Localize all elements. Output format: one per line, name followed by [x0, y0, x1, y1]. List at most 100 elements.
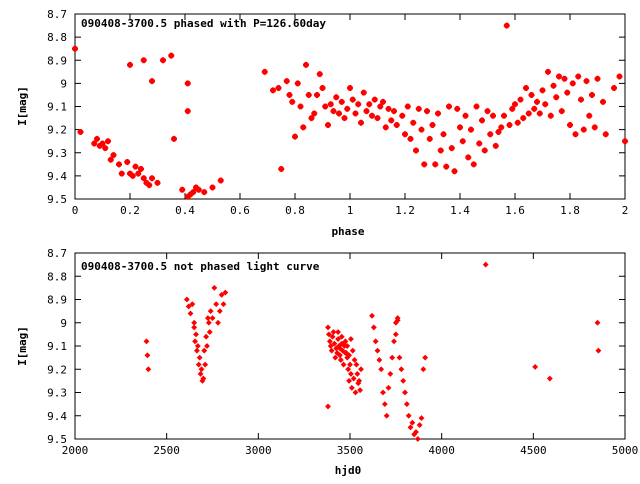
phased-data-point [382, 124, 389, 131]
phased-data-point [481, 147, 488, 154]
phased-x-tick-label: 0.8 [285, 204, 305, 217]
unphased-data-point [194, 343, 201, 349]
unphased-data-point [370, 324, 377, 331]
unphased-data-point [349, 347, 356, 354]
phased-x-tick-label: 1 [347, 204, 354, 217]
phased-data-point [305, 91, 312, 98]
unphased-data-point [405, 412, 412, 419]
phased-data-point [402, 131, 408, 138]
phased-data-point [184, 193, 191, 200]
phased-data-point [129, 172, 136, 179]
unphased-data-point [144, 352, 151, 359]
phased-data-point [193, 184, 199, 191]
unphased-data-point [387, 370, 394, 377]
phased-data-point [319, 85, 326, 91]
phased-data-point [556, 73, 562, 80]
phased-data-point [341, 115, 348, 122]
phased-data-point [195, 186, 202, 193]
phased-data-point [490, 112, 496, 119]
unphased-data-point [143, 338, 150, 345]
unphased-data-point [185, 303, 192, 310]
unphased-data-point [327, 343, 334, 349]
phased-data-point [132, 163, 139, 170]
unphased-data-point [337, 357, 344, 363]
phased-data-point [506, 122, 513, 128]
phased-data-point [591, 124, 598, 131]
phased-plot-ticks: 0 0.2 0.4 0.6 0.8 1 1.2 1.4 1.6 1.8 2 8.7 8.8 8.9 9 9.1… [47, 8, 628, 217]
phased-data-point [388, 117, 395, 124]
unphased-data-point [220, 301, 227, 308]
phased-plot: 0 0.2 0.4 0.6 0.8 1 1.2 1.4 1.6 1.8 2 8.7 8.8 8.9 9 9.1… [16, 8, 628, 238]
unphased-data-point [385, 384, 392, 391]
unphased-y-tick-label: 8.7 [47, 247, 67, 260]
unphased-data-point [216, 308, 223, 315]
unphased-data-point [215, 319, 221, 326]
unphased-data-point [348, 384, 355, 391]
phased-data-point [179, 186, 186, 193]
unphased-data-point [351, 357, 358, 363]
phased-data-point [358, 119, 364, 126]
phased-y-tick-label: 8.7 [47, 8, 67, 21]
unphased-data-point [422, 354, 429, 361]
phased-data-point [503, 22, 510, 29]
phased-data-point [303, 61, 309, 68]
unphased-data-point [197, 370, 204, 377]
phased-data-point [393, 122, 400, 128]
phased-data-point [424, 108, 430, 115]
phased-data-point [462, 112, 469, 119]
phased-data-point [333, 94, 340, 101]
unphased-data-point [189, 301, 196, 308]
phased-x-tick-label: 0.4 [175, 204, 195, 217]
phased-data-point [413, 147, 419, 154]
unphased-data-point [204, 315, 211, 322]
unphased-plot: 2000 2500 3000 3500 4000 4500 5000 8.7 8.8 8.9 9 9.… [16, 247, 638, 477]
phased-data-point [371, 96, 378, 103]
phased-data-point [561, 75, 568, 82]
phased-plot-frame [74, 13, 626, 200]
unphased-data-point [347, 361, 353, 368]
phased-data-point [558, 108, 565, 115]
unphased-data-point [222, 289, 229, 296]
phased-data-point [525, 110, 532, 117]
phased-data-point [297, 103, 304, 110]
unphased-data-point [352, 389, 359, 396]
unphased-data-point [402, 389, 408, 396]
phased-data-point [99, 140, 106, 147]
unphased-plot-title: 090408-3700.5 not phased light curve [81, 260, 320, 273]
phased-data-point [102, 145, 109, 152]
phased-data-point [509, 105, 516, 112]
phased-data-point [454, 105, 461, 112]
unphased-data-point [325, 403, 331, 410]
unphased-data-point [342, 350, 349, 356]
phased-data-point [275, 85, 282, 91]
unphased-data-point [196, 354, 203, 361]
unphased-y-tick-label: 9 [60, 317, 67, 330]
unphased-data-point [344, 343, 351, 349]
phased-data-point [435, 110, 441, 117]
phased-plot-xlabel: phase [331, 225, 364, 238]
phased-data-point [127, 170, 133, 177]
phased-data-point [338, 98, 345, 105]
phased-data-point [391, 108, 397, 115]
unphased-data-point [350, 375, 357, 382]
unphased-data-point [193, 347, 200, 354]
unphased-data-point [354, 370, 361, 377]
phased-data-point [171, 135, 177, 142]
phased-data-point [575, 73, 582, 80]
phased-data-point [143, 179, 150, 186]
unphased-data-point [209, 315, 216, 322]
unphased-data-point [334, 350, 341, 356]
unphased-x-tick-label: 2500 [153, 444, 180, 457]
phased-data-point [96, 142, 103, 149]
phased-x-tick-label: 1.6 [505, 204, 525, 217]
phased-data-point [523, 85, 529, 91]
phased-data-point [201, 189, 208, 196]
phased-data-point [468, 126, 474, 133]
phased-data-point [135, 170, 142, 177]
unphased-plot-ylabel: I[mag] [16, 326, 29, 366]
unphased-y-tick-label: 9.4 [47, 410, 67, 423]
phased-data-point [495, 128, 502, 135]
phased-data-point [308, 115, 315, 122]
phased-data-point [369, 112, 375, 119]
